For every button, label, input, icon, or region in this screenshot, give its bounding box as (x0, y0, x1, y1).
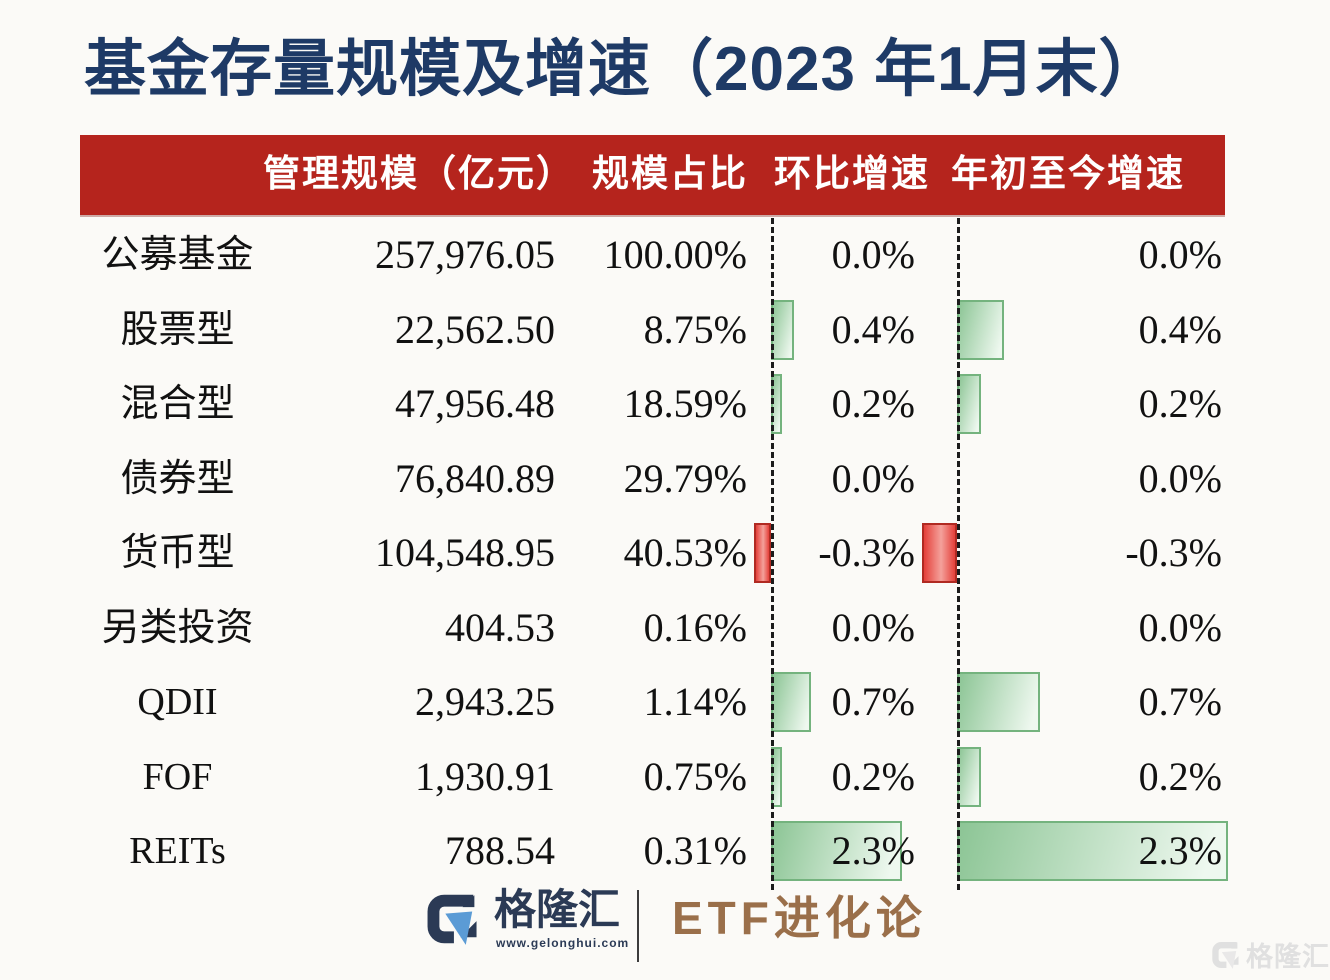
ytd-growth-bar (921, 523, 957, 583)
cell-scale: 1,930.91 (415, 753, 555, 799)
cell-share: 0.75% (643, 753, 747, 799)
cell-mom-growth: -0.3% (818, 530, 915, 575)
mom-growth-bar (771, 672, 811, 732)
footer-channel-name: ETF进化论 (672, 892, 927, 944)
cell-ytd-growth: 0.0% (1138, 604, 1222, 650)
cell-ytd-growth: 0.7% (1138, 679, 1222, 724)
cell-share: 40.53% (623, 530, 747, 575)
mom-growth-bar (771, 821, 903, 881)
cell-mom-growth: 0.4% (831, 306, 915, 352)
footer-brand-name: 格隆汇 (494, 886, 621, 933)
row-label: 股票型 (120, 308, 235, 351)
ytd-growth-bar (957, 746, 981, 807)
ytd-growth-bar (957, 672, 1040, 732)
row-label: 债券型 (120, 457, 235, 500)
row-label: 货币型 (120, 532, 235, 574)
cell-share: 18.59% (623, 381, 747, 426)
cell-ytd-growth: 0.2% (1138, 381, 1222, 426)
table-row: FOF 1,930.91 0.75% 0.2% 0.2% (80, 740, 1225, 814)
cell-ytd-growth: -0.3% (1125, 530, 1222, 575)
page-title: 基金存量规模及增速（2023 年1月末） (84, 35, 1162, 104)
header-share: 规模占比 (592, 154, 748, 195)
table-header-row: 管理规模（亿元） 规模占比 环比增速 年初至今增速 (80, 135, 1225, 215)
table-row: 债券型 76,840.89 29.79% 0.0% 0.0% (80, 442, 1225, 516)
cell-ytd-growth: 0.2% (1138, 753, 1222, 799)
header-ytd-growth: 年初至今增速 (951, 154, 1185, 195)
cell-scale: 257,976.05 (375, 232, 555, 277)
cell-share: 0.16% (643, 604, 747, 650)
footer-divider (637, 890, 639, 962)
cell-share: 1.14% (643, 679, 747, 724)
gelonghui-watermark-icon (1212, 941, 1239, 969)
mom-zero-axis (771, 218, 774, 890)
cell-share: 29.79% (623, 455, 747, 501)
row-label: FOF (142, 755, 213, 798)
gelonghui-logo-icon (427, 894, 477, 945)
cell-scale: 2,943.25 (415, 679, 555, 724)
header-mom-growth: 环比增速 (774, 154, 930, 195)
fund-table: 管理规模（亿元） 规模占比 环比增速 年初至今增速 公募基金 257,976.0… (80, 135, 1229, 895)
cell-scale: 788.54 (445, 828, 555, 873)
corner-watermark: 格隆汇 (1212, 935, 1330, 974)
row-label: 混合型 (120, 383, 235, 425)
table-row: 另类投资 404.53 0.16% 0.0% 0.0% (80, 591, 1225, 665)
table-row: 股票型 22,562.50 8.75% 0.4% 0.4% (80, 293, 1225, 367)
cell-ytd-growth: 0.4% (1138, 306, 1222, 352)
ytd-growth-bar (957, 299, 1005, 360)
table-row: QDII 2,943.25 1.14% 0.7% 0.7% (80, 665, 1225, 739)
cell-ytd-growth: 0.0% (1138, 455, 1222, 501)
row-label: QDII (137, 681, 218, 723)
ytd-growth-bar (957, 821, 1229, 881)
mom-growth-bar (753, 523, 771, 583)
row-label: REITs (129, 830, 226, 872)
table-row: REITs 788.54 0.31% 2.3% 2.3% (80, 814, 1229, 888)
ytd-zero-axis (957, 218, 960, 890)
cell-mom-growth: 0.0% (831, 604, 915, 650)
cell-mom-growth: 0.2% (831, 753, 915, 799)
cell-scale: 104,548.95 (375, 530, 555, 575)
watermark-brand-text: 格隆汇 (1246, 942, 1330, 972)
cell-mom-growth: 2.3% (831, 828, 915, 873)
cell-ytd-growth: 0.0% (1138, 232, 1222, 277)
cell-share: 8.75% (643, 306, 747, 352)
cell-mom-growth: 0.0% (831, 455, 915, 501)
cell-share: 0.31% (643, 828, 747, 873)
cell-mom-growth: 0.7% (831, 679, 915, 724)
cell-scale: 47,956.48 (395, 381, 555, 426)
mom-growth-bar (771, 299, 794, 360)
cell-mom-growth: 0.0% (831, 232, 915, 277)
cell-scale: 76,840.89 (395, 455, 555, 501)
table-row: 公募基金 257,976.05 100.00% 0.0% 0.0% (80, 218, 1225, 292)
cell-ytd-growth: 2.3% (1138, 828, 1222, 873)
table-row: 货币型 104,548.95 40.53% -0.3% -0.3% (80, 516, 1225, 590)
cell-mom-growth: 0.2% (831, 381, 915, 426)
cell-scale: 22,562.50 (395, 306, 555, 352)
ytd-growth-bar (957, 374, 981, 434)
row-label: 另类投资 (101, 606, 254, 649)
row-label: 公募基金 (101, 234, 254, 276)
header-scale: 管理规模（亿元） (263, 154, 575, 195)
table-row: 混合型 47,956.48 18.59% 0.2% 0.2% (80, 367, 1225, 441)
table-body: 公募基金 257,976.05 100.00% 0.0% 0.0% 股票型 22… (80, 135, 1229, 895)
cell-share: 100.00% (603, 232, 747, 277)
cell-scale: 404.53 (445, 604, 555, 650)
footer-brand-url: www.gelonghui.com (496, 936, 630, 950)
